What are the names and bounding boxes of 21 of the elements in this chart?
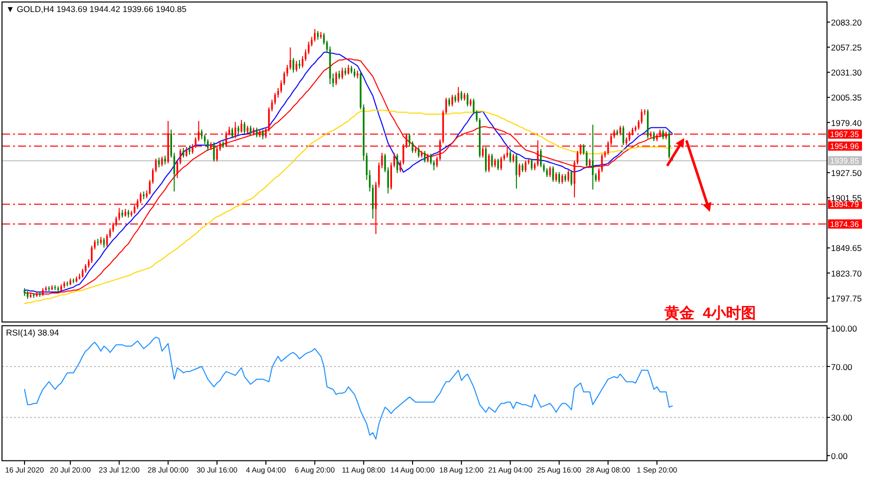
y-tick-label: 100.00 — [831, 324, 858, 334]
ref-line-label: 1874.36 — [830, 220, 860, 229]
ref-line-label: 1954.96 — [830, 142, 860, 151]
y-tick-label: 1797.75 — [831, 293, 862, 304]
chart-title: ▼ GOLD,H4 1943.69 1944.42 1939.66 1940.85 — [6, 4, 187, 14]
y-tick-label: 1849.65 — [831, 243, 862, 254]
ref-line-label: 1939.85 — [830, 156, 860, 166]
y-tick-label: 2031.30 — [831, 68, 862, 78]
y-tick-label: 1823.70 — [831, 268, 862, 278]
y-tick-label: 1927.50 — [831, 168, 862, 178]
annotation: 黄金 4小时图 — [663, 305, 756, 322]
y-tick-label: 1979.40 — [831, 118, 862, 128]
ref-line-label: 1894.79 — [830, 200, 860, 210]
chart-title: RSI(14) 38.94 — [6, 328, 60, 338]
y-tick-label: 2005.35 — [831, 92, 862, 103]
y-tick-label: 30.00 — [831, 412, 853, 423]
y-tick-label: 2083.20 — [831, 17, 862, 28]
y-tick-label: 2057.25 — [831, 42, 862, 52]
y-tick-label: 70.00 — [831, 362, 853, 372]
ref-line-label: 1967.35 — [830, 130, 860, 139]
y-tick-label: 0.00 — [831, 450, 848, 461]
